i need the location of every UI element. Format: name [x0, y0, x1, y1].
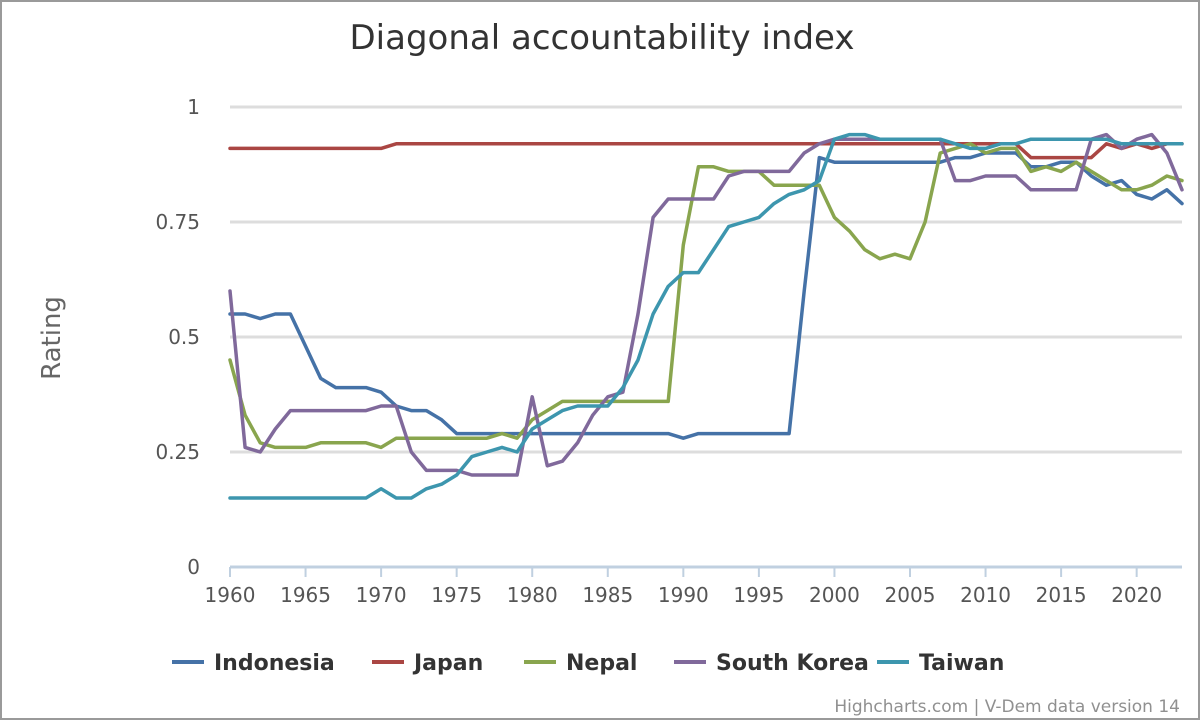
- legend-label: Taiwan: [919, 651, 1004, 676]
- series-line-nepal[interactable]: [228, 142, 1184, 450]
- legend-label: Japan: [412, 651, 483, 676]
- x-tick-label: 2010: [960, 583, 1011, 607]
- series-line-south-korea[interactable]: [228, 132, 1184, 477]
- y-axis-label: Rating: [37, 296, 67, 380]
- x-tick-label: 2000: [809, 583, 860, 607]
- legend: Indonesia Japan Nepal South Korea Taiwan: [172, 651, 1004, 676]
- y-tick-label: 0: [187, 555, 200, 579]
- y-tick-label: 0.5: [168, 325, 200, 349]
- x-tick-label: 1975: [431, 583, 482, 607]
- legend-label: South Korea: [716, 651, 869, 676]
- legend-item-south-korea[interactable]: South Korea: [674, 651, 869, 676]
- x-tick-label: 1995: [733, 583, 784, 607]
- x-tick-label: 2015: [1036, 583, 1087, 607]
- legend-item-taiwan[interactable]: Taiwan: [877, 651, 1004, 676]
- x-tick-label: 1970: [356, 583, 407, 607]
- series-lines: [228, 132, 1184, 500]
- x-tick-label: 1985: [582, 583, 633, 607]
- series-line-japan[interactable]: [228, 142, 1184, 160]
- legend-label: Nepal: [566, 651, 637, 676]
- axis-ticks: 0 0.25 0.5 0.75 1 1960 1965 1970 1975 1980 1985 199…: [155, 95, 1162, 607]
- series-line-taiwan[interactable]: [228, 132, 1184, 500]
- x-tick-label: 1990: [658, 583, 709, 607]
- legend-item-nepal[interactable]: Nepal: [524, 651, 637, 676]
- x-tick-label: 2020: [1111, 583, 1162, 607]
- x-tick-label: 2005: [885, 583, 936, 607]
- chart-credits[interactable]: Highcharts.com | V-Dem data version 14: [834, 697, 1180, 717]
- y-tick-label: 0.75: [155, 210, 200, 234]
- x-tick-label: 1965: [280, 583, 331, 607]
- grid-lines: [230, 105, 1182, 569]
- y-tick-label: 1: [187, 95, 200, 119]
- x-tick-label: 1960: [205, 583, 256, 607]
- chart-title: Diagonal accountability index: [350, 18, 855, 58]
- series-line-indonesia[interactable]: [228, 151, 1184, 440]
- legend-item-japan[interactable]: Japan: [372, 651, 483, 676]
- legend-item-indonesia[interactable]: Indonesia: [172, 651, 335, 676]
- legend-label: Indonesia: [214, 651, 335, 676]
- y-tick-label: 0.25: [155, 440, 200, 464]
- x-tick-label: 1980: [507, 583, 558, 607]
